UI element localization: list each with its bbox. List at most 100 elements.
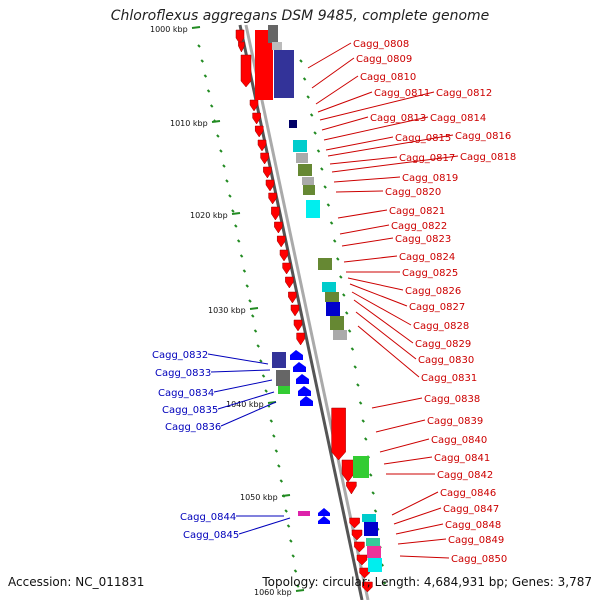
gene-feature-block [302, 177, 314, 185]
scale-dot [373, 509, 378, 513]
scale-dot [358, 401, 363, 405]
scale-dot [339, 275, 343, 279]
forward-gene-arrow [260, 152, 269, 165]
scale-tick [281, 494, 291, 497]
reverse-gene-arrow [298, 386, 311, 396]
gene-feature-block [318, 258, 332, 270]
gene-label: Cagg_0831 [421, 373, 477, 384]
scale-tick [295, 589, 305, 592]
gene-feature-block [278, 386, 290, 394]
label-leader-line [399, 555, 450, 559]
label-leader-line [395, 523, 444, 535]
forward-gene-arrow [276, 235, 286, 248]
gene-label: Cagg_0818 [460, 152, 516, 163]
forward-gene-arrow [282, 262, 291, 275]
scale-dot [293, 569, 298, 573]
scale-dot [248, 299, 252, 303]
gene-label: Cagg_0812 [436, 88, 492, 99]
scale-tick-label: 1030 kbp [208, 306, 246, 315]
label-leader-line [333, 176, 401, 183]
scale-dot [286, 524, 291, 528]
gene-label: Cagg_0829 [415, 339, 471, 350]
gene-label: Cagg_0822 [391, 221, 447, 232]
scale-dot [342, 293, 346, 297]
gene-label: Cagg_0813 [370, 113, 426, 124]
forward-gene-arrow [257, 139, 267, 152]
scale-dot [203, 74, 208, 78]
scale-dot [253, 329, 258, 333]
scale-dot [231, 209, 235, 213]
forward-gene-arrow [274, 221, 283, 234]
gene-label: Cagg_0833 [155, 368, 211, 379]
label-leader-line [319, 91, 435, 121]
label-leader-line [213, 379, 273, 393]
forward-gene-arrow [271, 206, 280, 221]
scale-dot [279, 479, 284, 483]
gene-feature-block [272, 352, 286, 368]
scale-dot [289, 539, 293, 543]
gene-feature-block [322, 282, 336, 292]
gene-label: Cagg_0840 [431, 435, 487, 446]
label-leader-line [341, 237, 394, 247]
forward-gene-arrow [362, 581, 373, 593]
reverse-gene-arrow [318, 516, 330, 524]
scale-dot [329, 221, 334, 225]
label-leader-line [391, 491, 439, 516]
gene-feature-block [298, 164, 312, 176]
label-leader-line [317, 91, 373, 113]
scale-dot [269, 419, 274, 423]
gene-label: Cagg_0835 [162, 405, 218, 416]
gene-label: Cagg_0848 [445, 520, 501, 531]
scale-dot [228, 194, 232, 198]
gene-feature-block [333, 330, 347, 340]
scale-dot [216, 134, 220, 138]
label-leader-line [343, 255, 398, 263]
scale-dot [323, 185, 327, 189]
scale-tick-label: 1000 kbp [150, 25, 188, 34]
reverse-gene-arrow [300, 396, 313, 406]
scale-dot [336, 257, 340, 261]
scale-tick-label: 1050 kbp [240, 493, 278, 502]
scale-dot [306, 95, 310, 99]
scale-dot [313, 131, 317, 135]
gene-label: Cagg_0841 [434, 453, 490, 464]
gene-feature-block [272, 42, 282, 50]
scale-dot [239, 254, 244, 258]
scale-dot [361, 419, 365, 423]
reverse-gene-arrow [296, 374, 309, 384]
gene-label: Cagg_0810 [360, 72, 416, 83]
scale-dot [345, 311, 349, 315]
label-leader-line [323, 116, 429, 141]
scale-dot [242, 269, 247, 273]
scale-dot [200, 59, 204, 63]
gene-label: Cagg_0817 [399, 153, 455, 164]
gene-label: Cagg_0809 [356, 54, 412, 65]
scale-dot [222, 164, 226, 168]
gene-feature-block [368, 558, 382, 572]
forward-gene-arrow [341, 459, 355, 483]
scale-tick [211, 120, 221, 123]
forward-gene-arrow [293, 319, 303, 332]
scale-dot [264, 389, 268, 393]
gene-label: Cagg_0827 [409, 302, 465, 313]
scale-tick [231, 212, 241, 215]
forward-gene-arrow [285, 276, 294, 289]
scale-tick [191, 26, 201, 29]
label-leader-line [329, 156, 398, 165]
scale-dot [197, 44, 201, 48]
label-leader-line [383, 456, 433, 465]
forward-gene-arrow [351, 529, 363, 541]
label-leader-line [393, 507, 442, 525]
gene-label: Cagg_0849 [448, 535, 504, 546]
gene-label: Cagg_0832 [152, 350, 208, 361]
label-leader-line [355, 311, 417, 360]
label-leader-line [321, 116, 369, 131]
gene-label: Cagg_0821 [389, 206, 445, 217]
scale-dot [261, 374, 266, 378]
forward-gene-arrow [235, 29, 245, 45]
label-leader-line [339, 224, 390, 235]
forward-gene-arrow [346, 481, 357, 495]
label-leader-line [357, 325, 420, 378]
gene-label: Cagg_0844 [180, 512, 236, 523]
